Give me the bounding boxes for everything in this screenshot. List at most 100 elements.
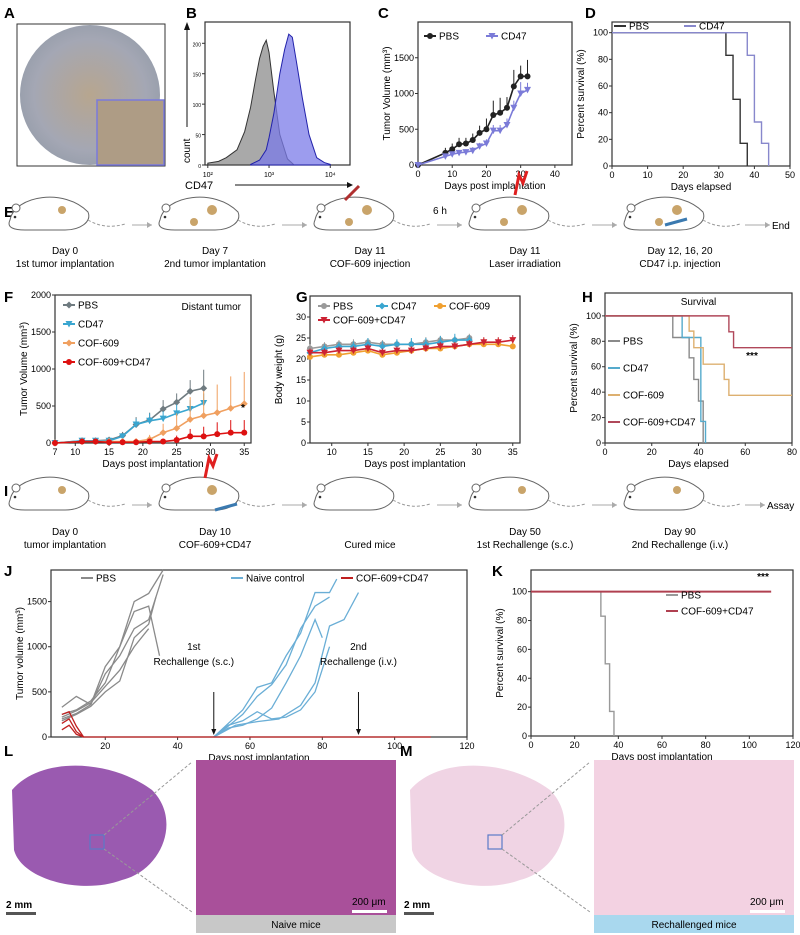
data-point [407,340,415,348]
x-tick-label: 20 [138,447,148,457]
data-point [378,342,386,350]
y-tick-label: 20 [591,413,601,423]
legend-label: Naive control [246,574,304,585]
data-point [79,438,86,445]
data-point [469,136,476,143]
interval-label: 6 h [433,206,447,217]
scale-bar [352,910,387,913]
panel-label-L: L [4,743,13,760]
data-point [456,141,463,148]
x-tick-label: 30 [205,447,215,457]
y-tick-label: 500 [36,401,51,411]
panel-label-H: H [582,289,593,306]
tumor-icon [672,205,682,215]
step-day: Day 0 [52,246,79,257]
data-point [307,353,313,360]
x-tick-label: 0 [415,169,420,179]
mouse-schematic-I-0 [8,476,126,511]
data-point [335,347,343,355]
x-axis-label: Days elapsed [668,459,729,470]
x-tick-label: 40 [749,170,759,180]
x-axis-label: CD47 [185,180,213,192]
step-text: 1st tumor implantation [16,259,114,270]
x-tick-label: 80 [701,740,711,750]
series-line [61,574,164,720]
data-point [213,409,221,417]
x-tick-label: 35 [239,447,249,457]
plot-frame [611,21,791,167]
data-point [451,336,459,344]
series-line [213,592,360,738]
laser-icon [513,170,529,196]
data-point [119,439,126,446]
series-line [61,596,157,722]
x-axis-label: Days post implantation [208,753,309,764]
series-line [61,710,431,738]
data-point [186,415,194,423]
step-day: Day 90 [664,527,696,538]
survival-curve [605,315,792,349]
survival-curve [605,315,704,443]
arrow-head-icon [612,502,617,508]
y-axis-label: Percent survival (%) [576,49,587,138]
arrow-head-icon [147,222,152,228]
y-axis-label: count [182,138,193,163]
annotation-label: Rechallenge (s.c.) [153,657,234,668]
series-line [213,646,331,738]
caption-bar [594,915,794,933]
data-point [393,347,401,355]
y-tick-label: 0 [522,731,527,741]
step-day: Day 11 [355,246,386,257]
step-text: 2nd tumor implantation [164,259,266,270]
legend-label: CD47 [501,32,527,43]
chart-B [202,21,351,168]
y-tick-label: 40 [517,673,527,683]
image-caption: Naive mice [271,920,321,931]
scale-label: 2 mm [404,900,430,911]
data-point [227,404,235,412]
y-tick-label: 20 [296,354,306,364]
y-tick-label: 20 [517,702,527,712]
caption-bar [196,915,396,933]
y-axis-label: Body weight (g) [274,335,285,404]
plot-frame [309,295,521,444]
series-line [213,596,330,738]
data-point [524,73,531,80]
data-point [186,387,194,395]
arrow-head-icon [302,502,307,508]
data-point [241,429,248,436]
data-point [320,317,328,324]
tumor-icon [362,205,372,215]
data-point [407,347,415,355]
data-point [320,349,328,357]
step-day: Day 10 [199,527,231,538]
data-point [488,33,496,40]
series-line [61,569,164,708]
arrow-head-icon [457,222,462,228]
data-point [482,140,490,148]
data-point [52,440,58,446]
x-tick-label: 120 [459,741,474,751]
step-text: 2nd Rechallenge (i.v.) [632,540,729,551]
panel-label-B: B [186,5,197,22]
tumor-icon [58,206,66,214]
y-tick-label: 20 [598,134,608,144]
arrow-head-icon [184,22,190,30]
legend-label: PBS [78,301,98,312]
lung-section-M [410,765,565,886]
data-point [200,412,208,420]
data-point [335,351,342,358]
y-tick-label: 50 [195,134,201,140]
data-point [436,343,444,350]
image-caption: Rechallenged mice [651,920,736,931]
x-tick-label: 40 [613,740,623,750]
data-point [173,398,181,406]
end-label: Assay [767,501,794,512]
y-tick-label: 15 [296,375,306,385]
data-point [378,302,386,310]
data-point [119,433,127,440]
y-tick-label: 80 [517,616,527,626]
annotation-label: 1st [187,642,201,653]
step-day: Day 50 [509,527,541,538]
x-tick-label: 100 [387,741,402,751]
